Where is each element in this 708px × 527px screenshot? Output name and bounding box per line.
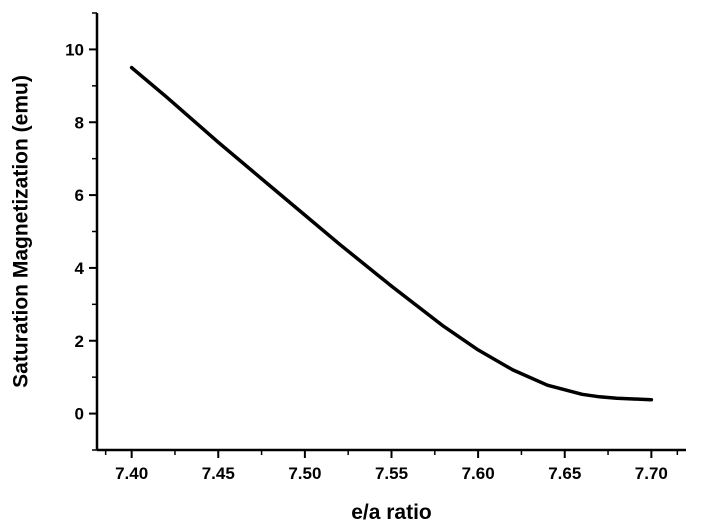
series-line xyxy=(129,65,654,402)
y-axis-label: Saturation Magnetization (emu) xyxy=(10,75,33,388)
x-tick-label: 7.60 xyxy=(462,464,495,483)
x-tick-label: 7.50 xyxy=(288,464,321,483)
x-tick-label: 7.40 xyxy=(115,464,148,483)
x-axis-label: e/a ratio xyxy=(351,501,432,524)
x-tick-label: 7.65 xyxy=(548,464,581,483)
x-tick-label: 7.45 xyxy=(202,464,235,483)
x-tick-label: 7.70 xyxy=(635,464,668,483)
y-tick-label: 2 xyxy=(75,332,84,351)
y-tick-label: 0 xyxy=(75,405,84,424)
y-tick-label: 10 xyxy=(65,40,84,59)
y-tick-label: 6 xyxy=(75,186,84,205)
y-tick-label: 4 xyxy=(75,259,85,278)
y-tick-label: 8 xyxy=(75,113,84,132)
x-tick-label: 7.55 xyxy=(375,464,408,483)
